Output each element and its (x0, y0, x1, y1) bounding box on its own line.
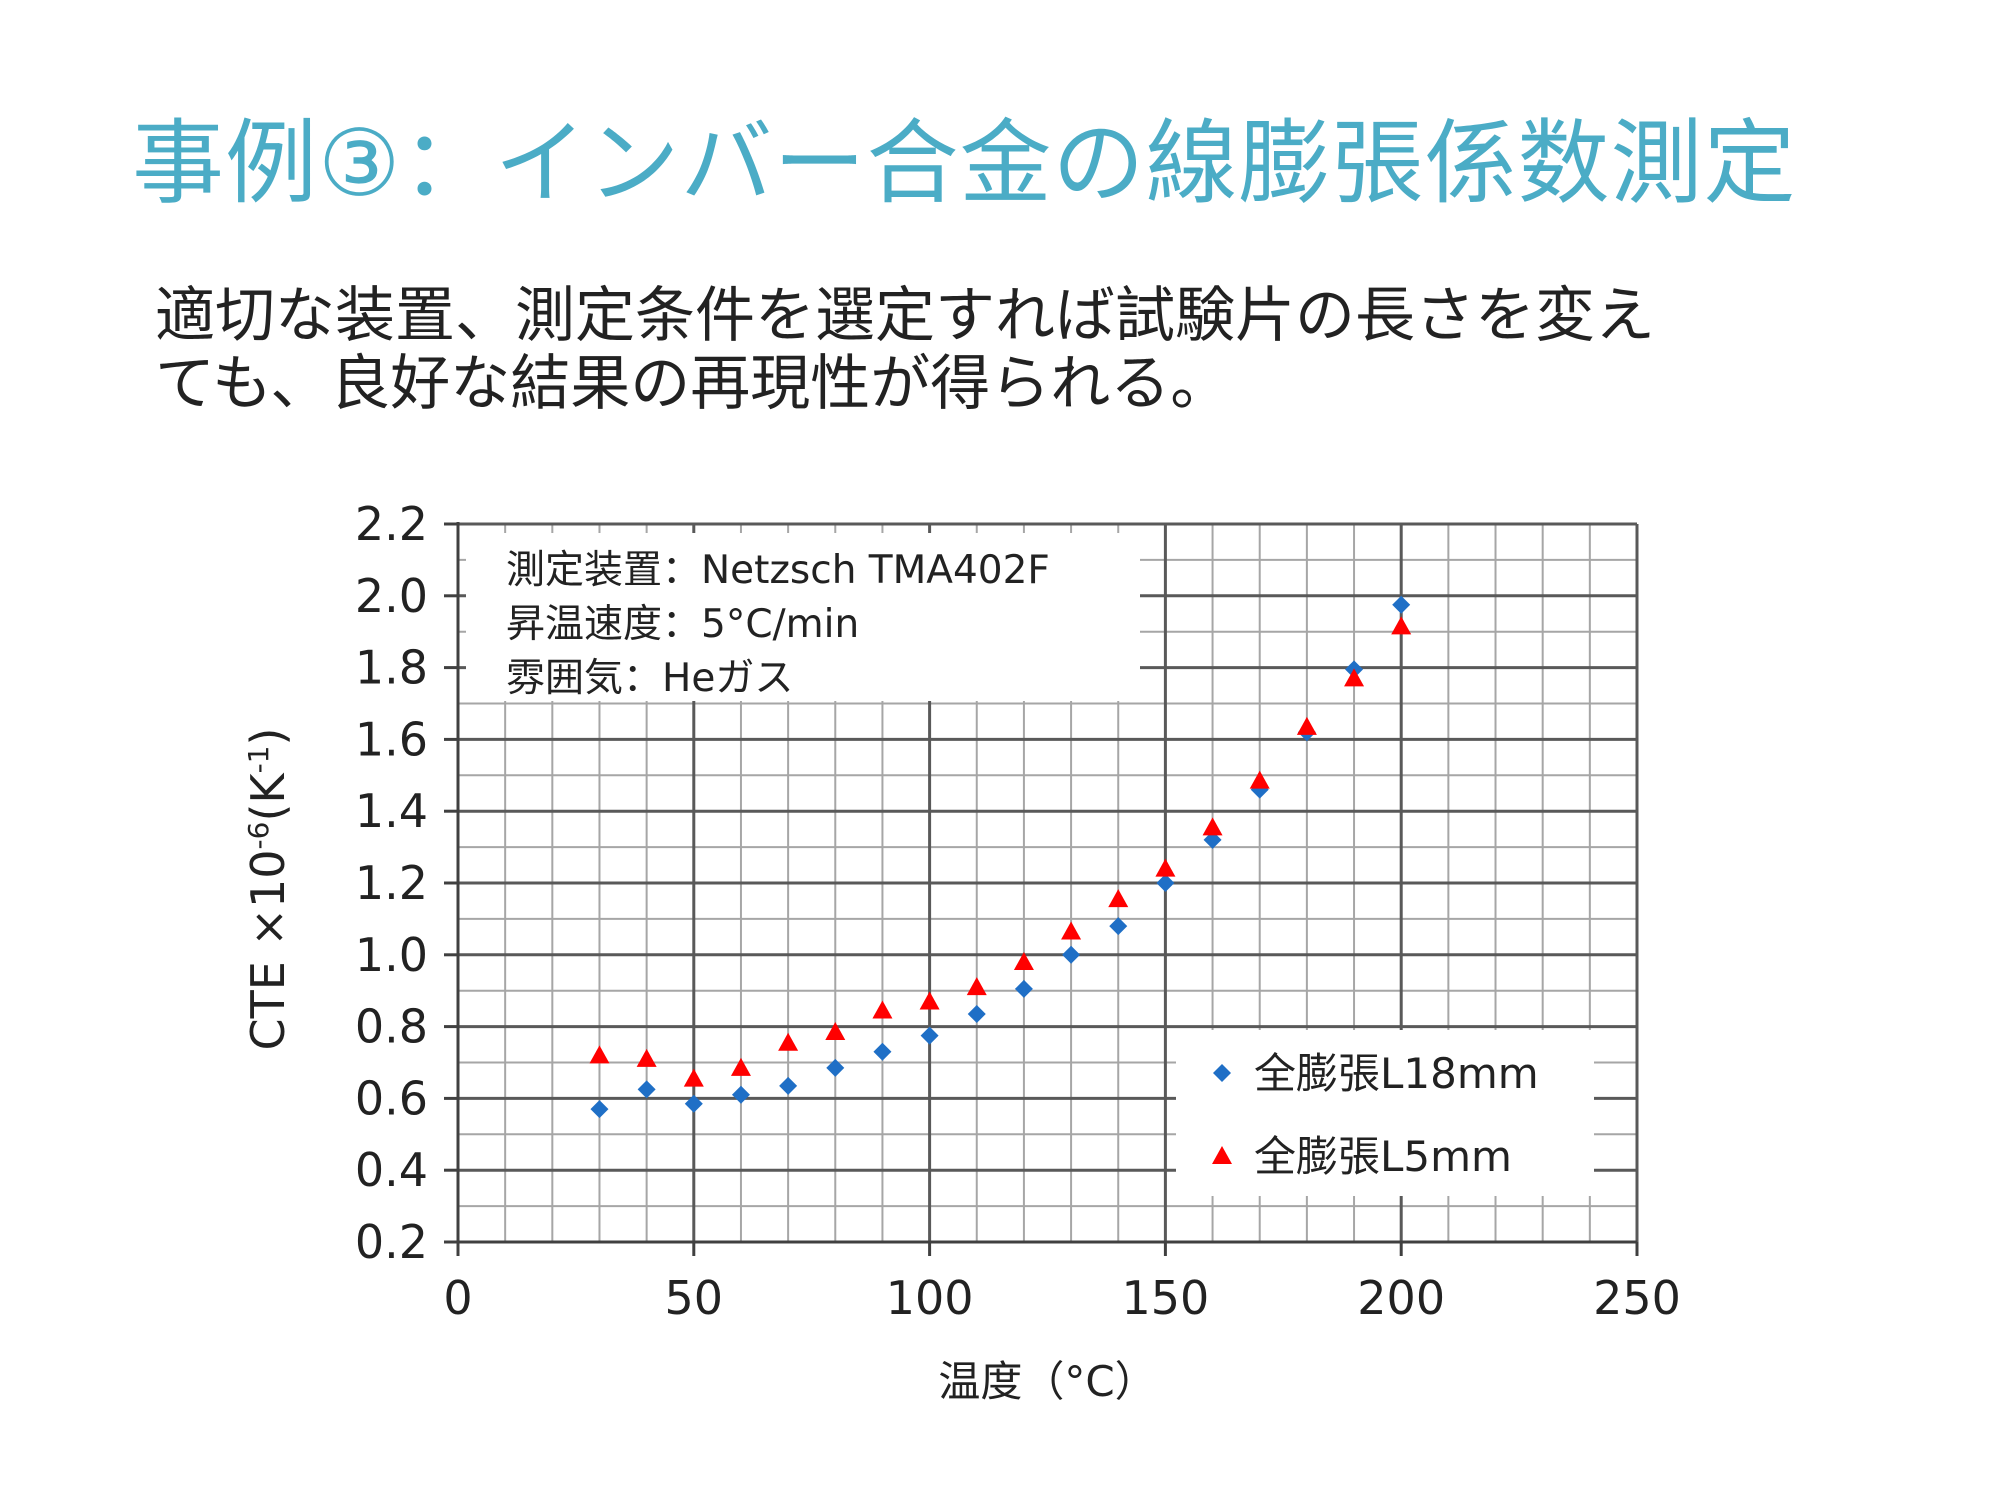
y-tick-label: 0.4 (355, 1143, 428, 1197)
axes (444, 522, 1639, 1256)
y-tick-label: 1.2 (355, 856, 428, 910)
legend-background (1176, 1030, 1594, 1196)
body-line-2: ても、良好な結果の再現性が得られる。 (155, 349, 1231, 419)
data-point-l5mm (1296, 716, 1317, 735)
y-tick-label: 2.2 (355, 497, 428, 551)
data-point-l5mm (589, 1045, 610, 1064)
y-tick-label: 1.8 (355, 641, 428, 695)
data-point-l18mm (731, 1085, 750, 1104)
data-point-l5mm (683, 1068, 704, 1087)
y-tick-label: 1.0 (355, 928, 428, 982)
y-tick-label: 2.0 (355, 569, 428, 623)
y-axis-title-exp2: -1 (242, 746, 275, 774)
data-point-l5mm (1391, 616, 1412, 635)
body-line-1: 適切な装置、測定条件を選定すれば試験片の長さを変え (155, 281, 1655, 351)
y-tick-label: 0.8 (355, 1000, 428, 1054)
slide-title: 事例③：インバー合金の線膨張係数測定 (132, 110, 1797, 217)
data-point-l18mm (590, 1100, 609, 1119)
data-point-l18mm (920, 1026, 939, 1045)
legend: 全膨張L18mm 全膨張L5mm (1176, 1030, 1594, 1196)
data-point-l5mm (636, 1048, 657, 1067)
data-point-l5mm (1202, 817, 1223, 836)
x-tick-label: 250 (1593, 1271, 1681, 1325)
data-point-l5mm (1013, 951, 1034, 970)
x-tick-label: 200 (1357, 1271, 1445, 1325)
data-point-l5mm (1108, 889, 1129, 908)
data-point-l5mm (919, 991, 940, 1010)
tick-labels: 0.2 0.4 0.6 0.8 1.0 1.2 1.4 1.6 1.8 2.0 2.2 0 50 100 1… (355, 497, 1681, 1325)
annotation-line-device: 測定装置：Netzsch TMA402F (506, 548, 1050, 593)
data-point-l5mm (1249, 770, 1270, 789)
x-tick-label: 150 (1121, 1271, 1209, 1325)
data-point-l5mm (730, 1057, 751, 1076)
y-tick-label: 0.2 (355, 1215, 428, 1269)
data-point-l18mm (826, 1058, 845, 1077)
data-point-l5mm (825, 1021, 846, 1040)
y-axis-title: CTE ×10-6(K-1) (241, 728, 295, 1051)
data-point-l5mm (966, 977, 987, 996)
legend-label-l5mm: 全膨張L5mm (1254, 1132, 1512, 1181)
data-point-l18mm (779, 1076, 798, 1095)
data-point-l18mm (1062, 945, 1081, 964)
data-point-l18mm (1156, 874, 1175, 892)
x-axis-title: 温度（°C） (938, 1357, 1156, 1406)
y-tick-label: 0.6 (355, 1071, 428, 1125)
data-point-l18mm (1109, 917, 1128, 936)
annotation-line-atmosphere: 雰囲気：Heガス (506, 656, 793, 701)
data-point-l5mm (778, 1032, 799, 1051)
data-point-l5mm (1344, 668, 1365, 687)
annotation-line-heating-rate: 昇温速度：5°C/min (506, 602, 859, 647)
data-point-l18mm (637, 1080, 656, 1099)
data-point-l18mm (1203, 830, 1222, 849)
legend-marker-l5mm (1212, 1146, 1232, 1164)
legend-markers (1212, 1064, 1232, 1164)
y-axis-title-exp1: -6 (242, 822, 275, 850)
slide-body-text: 適切な装置、測定条件を選定すれば試験片の長さを変え ても、良好な結果の再現性が得… (155, 282, 1955, 418)
x-tick-label: 0 (443, 1271, 472, 1325)
x-tick-label: 50 (665, 1271, 724, 1325)
data-point-l5mm (1155, 858, 1176, 877)
y-axis-title-main: CTE ×10 (241, 849, 295, 1050)
legend-marker-l18mm (1213, 1064, 1231, 1082)
data-point-l5mm (1061, 921, 1082, 940)
data-point-l18mm (1014, 979, 1033, 998)
annotation-background (466, 533, 1140, 701)
series-marks (589, 595, 1412, 1119)
y-tick-label: 1.4 (355, 784, 428, 838)
data-point-l18mm (873, 1042, 892, 1061)
data-point-l18mm (967, 1005, 986, 1024)
data-point-l18mm (684, 1094, 703, 1113)
measurement-conditions-box: 測定装置：Netzsch TMA402F 昇温速度：5°C/min 雰囲気：He… (466, 533, 1140, 701)
data-point-l18mm (1392, 595, 1411, 614)
x-tick-label: 100 (886, 1271, 974, 1325)
legend-label-l18mm: 全膨張L18mm (1254, 1049, 1539, 1098)
y-axis-title-close: ) (241, 728, 295, 746)
y-axis-title-unit: (K (241, 772, 295, 822)
y-tick-label: 1.6 (355, 712, 428, 766)
data-point-l5mm (872, 1000, 893, 1019)
